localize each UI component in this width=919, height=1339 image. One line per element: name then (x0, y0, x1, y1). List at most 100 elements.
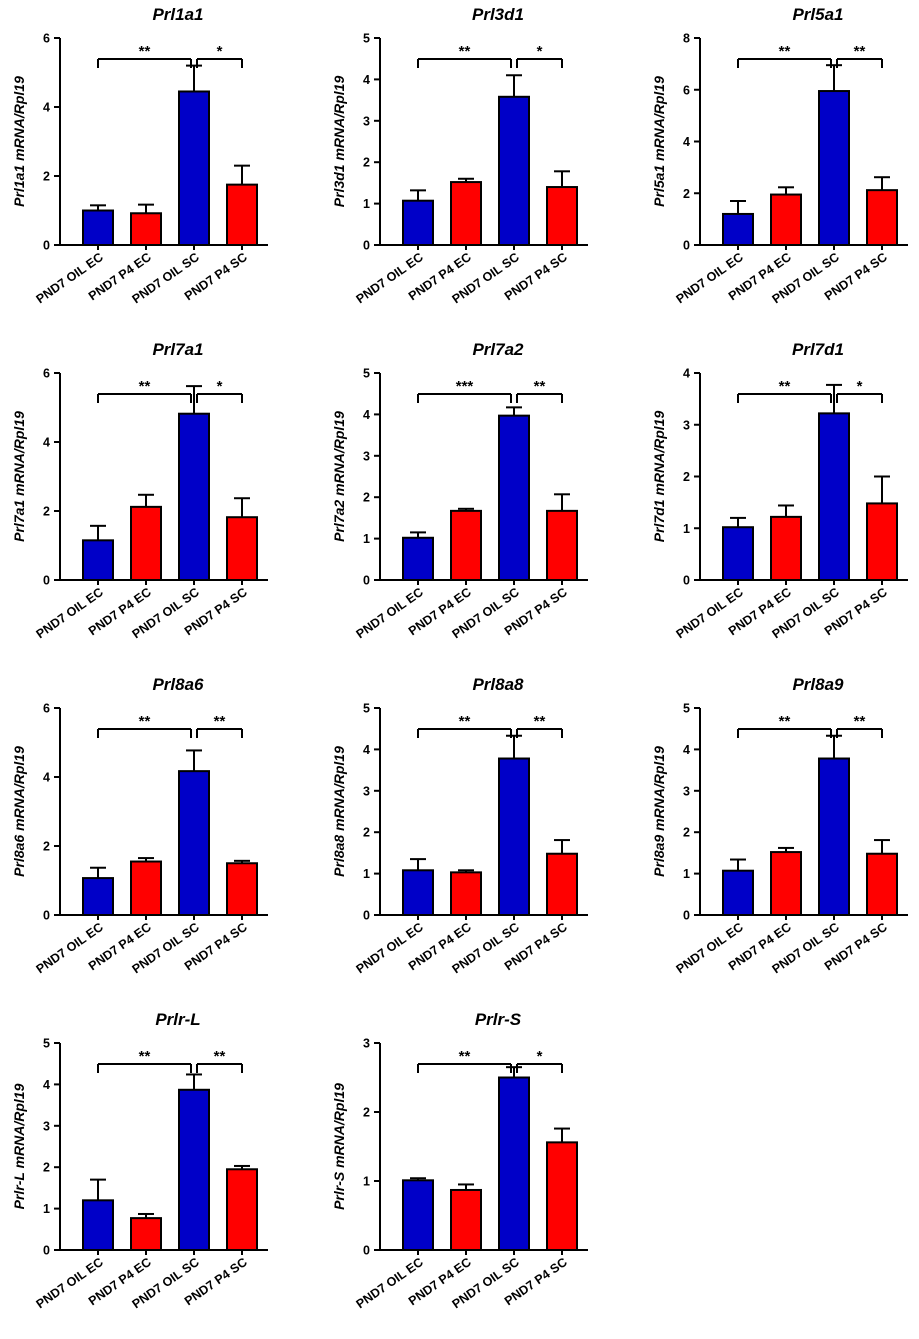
chart-title: Prl7d1 (792, 340, 844, 359)
bar-1 (82, 209, 114, 246)
y-axis-label: Prl3d1 mRNA/Rpl19 (331, 76, 347, 208)
y-tick-label: 8 (683, 32, 690, 46)
y-tick-label: 0 (683, 574, 690, 588)
y-tick-label: 6 (43, 702, 50, 716)
y-tick-label: 3 (363, 449, 370, 463)
bar-4 (226, 516, 258, 582)
y-axis-label: Prl5a1 mRNA/Rpl19 (651, 76, 667, 207)
y-tick-label: 0 (363, 574, 370, 588)
y-tick-label: 2 (683, 826, 690, 840)
bar-3 (498, 757, 530, 917)
y-tick-label: 3 (43, 1119, 50, 1133)
y-tick-label: 4 (363, 743, 370, 757)
y-tick-label: 1 (363, 1175, 370, 1189)
y-tick-label: 4 (683, 135, 690, 149)
chart-title: Prl8a6 (152, 675, 204, 694)
y-tick-label: 0 (683, 909, 690, 923)
bar-3 (818, 757, 850, 917)
y-tick-label: 4 (683, 367, 690, 381)
y-tick-label: 5 (363, 367, 370, 381)
significance-label: ** (534, 713, 546, 730)
bar-1 (722, 526, 754, 581)
significance-label: ** (214, 713, 226, 730)
chart-title: Prl1a1 (152, 5, 203, 24)
bar-2 (770, 193, 802, 246)
significance-label: ** (139, 43, 151, 60)
bar-3 (178, 770, 210, 917)
bar-2 (130, 505, 162, 581)
bar-3 (178, 412, 210, 581)
significance-label: ** (139, 713, 151, 730)
significance-label: ** (139, 378, 151, 395)
significance-label: * (217, 43, 223, 60)
bar-3 (178, 90, 210, 246)
y-tick-label: 0 (363, 239, 370, 253)
chart-title: Prl5a1 (792, 5, 843, 24)
y-tick-label: 1 (363, 867, 370, 881)
bar-2 (450, 1188, 482, 1251)
significance-label: * (537, 43, 543, 60)
significance-label: ** (459, 1048, 471, 1065)
y-tick-label: 4 (43, 771, 50, 785)
significance-label: ** (139, 1048, 151, 1065)
chart-title: Prlr-S (475, 1010, 522, 1029)
y-tick-label: 1 (363, 532, 370, 546)
y-tick-label: 1 (43, 1202, 50, 1216)
y-tick-label: 0 (683, 239, 690, 253)
y-axis-label: Prl8a6 mRNA/Rpl19 (11, 746, 27, 877)
y-tick-label: 0 (43, 239, 50, 253)
significance-label: * (857, 378, 863, 395)
chart-title: Prlr-L (155, 1010, 200, 1029)
significance-label: ** (854, 713, 866, 730)
y-tick-label: 4 (683, 743, 690, 757)
y-axis-label: Prl8a8 mRNA/Rpl19 (331, 746, 347, 877)
bar-1 (402, 1179, 434, 1251)
y-tick-label: 3 (363, 1037, 370, 1051)
bar-3 (498, 1076, 530, 1251)
bar-2 (770, 515, 802, 582)
significance-label: *** (456, 378, 474, 395)
y-tick-label: 0 (43, 574, 50, 588)
chart-title: Prl7a1 (152, 340, 203, 359)
bar-1 (82, 539, 114, 581)
bar-4 (866, 852, 898, 916)
significance-label: ** (854, 43, 866, 60)
y-tick-label: 0 (363, 1244, 370, 1258)
bar-2 (450, 871, 482, 916)
bar-2 (770, 851, 802, 917)
y-axis-label: Prl1a1 mRNA/Rpl19 (11, 76, 27, 207)
bar-2 (450, 509, 482, 581)
y-axis-label: Prl7d1 mRNA/Rpl19 (651, 411, 667, 543)
chart-title: Prl8a8 (472, 675, 524, 694)
bar-1 (82, 1199, 114, 1252)
y-tick-label: 4 (43, 101, 50, 115)
y-tick-label: 5 (683, 702, 690, 716)
bar-1 (722, 869, 754, 916)
significance-label: ** (779, 713, 791, 730)
y-tick-label: 2 (363, 1106, 370, 1120)
y-tick-label: 2 (683, 470, 690, 484)
y-tick-label: 3 (683, 784, 690, 798)
significance-label: ** (459, 43, 471, 60)
y-axis-label: Prl8a9 mRNA/Rpl19 (651, 746, 667, 877)
bar-4 (866, 189, 898, 247)
bar-4 (546, 1141, 578, 1251)
y-tick-label: 2 (683, 187, 690, 201)
y-tick-label: 2 (363, 156, 370, 170)
y-tick-label: 4 (43, 436, 50, 450)
y-tick-label: 2 (363, 491, 370, 505)
significance-label: ** (459, 713, 471, 730)
chart-title: Prl8a9 (792, 675, 844, 694)
significance-label: ** (534, 378, 546, 395)
y-tick-label: 4 (43, 1078, 50, 1092)
bar-1 (82, 877, 114, 917)
